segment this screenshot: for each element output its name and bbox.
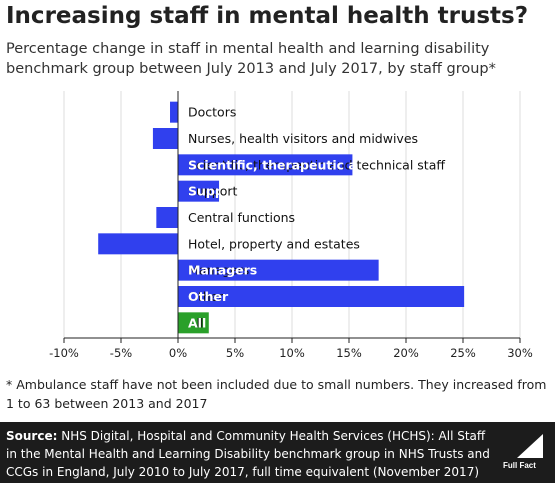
source-text: Source: NHS Digital, Hospital and Commun… (6, 427, 496, 481)
bar (170, 101, 178, 123)
logo-text: Full Fact (503, 461, 536, 470)
chart-subtitle: Percentage change in staff in mental hea… (6, 41, 496, 77)
bar-label: All (188, 315, 204, 330)
x-tick-label: 0% (169, 346, 187, 360)
bar (178, 312, 209, 334)
x-tick-label: -10% (49, 346, 79, 360)
bar-label-overlay: Scientific, therapeutic and technical st… (188, 157, 480, 172)
x-tick-label: 20% (393, 346, 419, 360)
bar-label: Central functions (188, 210, 295, 225)
bar-label: Support (188, 184, 238, 199)
bar-label-overlay: Managers (188, 263, 257, 278)
logo-mark-icon (517, 434, 543, 458)
x-tick-label: 15% (336, 346, 362, 360)
footnote: * Ambulance staff have not been included… (6, 377, 547, 411)
x-tick-label: 25% (450, 346, 476, 360)
bar-label: Nurses, health visitors and midwives (188, 131, 418, 146)
bar-label-overlay: Support (188, 184, 245, 199)
source-label: Source: (6, 429, 58, 443)
x-tick-label: 30% (507, 346, 533, 360)
bar-label: Hotel, property and estates (188, 236, 360, 251)
bar (98, 233, 178, 255)
chart-title: Increasing staff in mental health trusts… (6, 3, 529, 29)
bar-label-overlay: All (188, 315, 206, 330)
x-tick-label: 5% (226, 346, 244, 360)
source-panel: Source: NHS Digital, Hospital and Commun… (0, 422, 555, 483)
bar (178, 180, 220, 202)
bar (178, 259, 379, 281)
bar (178, 154, 353, 176)
full-fact-logo: Full Fact (503, 434, 543, 470)
x-tick-label: 10% (279, 346, 305, 360)
bar-chart: Doctors Nurses, health visitors and midwi… (49, 91, 533, 360)
bars (98, 101, 465, 334)
bar (156, 207, 178, 228)
x-axis: -10% -5% 0% 5% 10% 15% 20% 25% 30% (49, 91, 533, 360)
bar-labels: Doctors Nurses, health visitors and midwi… (188, 105, 480, 331)
bar (178, 286, 465, 307)
x-tick-label: -5% (110, 346, 132, 360)
bar-label-overlay: Other (188, 289, 229, 304)
bar-label: Other (188, 289, 224, 304)
source-body: NHS Digital, Hospital and Community Heal… (6, 429, 490, 479)
bar-label: Managers (188, 263, 249, 278)
bar-label: Doctors (188, 105, 236, 120)
bar-label: Scientific, therapeutic and technical st… (188, 157, 445, 172)
bar (152, 128, 178, 149)
